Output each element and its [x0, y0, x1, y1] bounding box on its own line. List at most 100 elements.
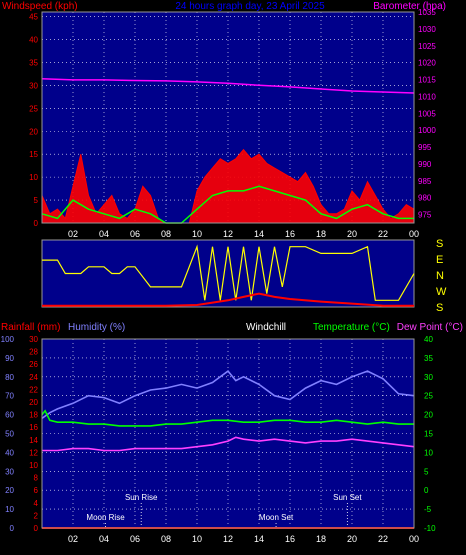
barometer-tick-label: 1035 — [418, 8, 436, 17]
rainfall-tick-label: 26 — [29, 360, 38, 369]
temperature-tick-label: 5 — [424, 467, 429, 476]
compass-label: S — [436, 302, 443, 314]
rainfall-tick-label: 18 — [29, 411, 38, 420]
x-tick-label: 08 — [161, 229, 171, 239]
barometer-tick-label: 990 — [418, 160, 432, 169]
rainfall-tick-label: 2 — [34, 511, 39, 520]
dewpoint-series — [42, 436, 415, 452]
x-tick-label: 12 — [223, 229, 233, 239]
x-tick-label: 20 — [347, 534, 357, 544]
compass-label: W — [436, 286, 447, 298]
windspeed-tick-label: 5 — [34, 196, 39, 205]
x-tick-label: 14 — [254, 534, 264, 544]
humidity-axis-label: Humidity (%) — [68, 322, 125, 333]
rainfall-tick-label: 16 — [29, 423, 38, 432]
compass-label: S — [436, 238, 443, 250]
annotation-label: Sun Rise — [125, 493, 158, 502]
temperature-tick-label: 25 — [424, 392, 433, 401]
humidity-tick-label: 30 — [5, 467, 14, 476]
temperature-tick-label: 0 — [424, 486, 429, 495]
rainfall-tick-label: 0 — [34, 524, 39, 533]
x-tick-label: 16 — [285, 534, 295, 544]
x-tick-label: 12 — [223, 534, 233, 544]
temperature-tick-label: 10 — [424, 448, 433, 457]
barometer-tick-label: 1010 — [418, 92, 436, 101]
wind-speed-trace — [42, 292, 414, 307]
annotation-label: Moon Set — [259, 513, 294, 522]
barometer-tick-label: 980 — [418, 194, 432, 203]
plot-background-direction — [42, 240, 414, 307]
humidity-tick-label: 70 — [5, 392, 14, 401]
windspeed-series — [41, 148, 415, 224]
humidity-series — [41, 370, 415, 420]
humidity-tick-label: 90 — [5, 354, 14, 363]
temperature-tick-label: 35 — [424, 354, 433, 363]
rainfall-tick-label: 20 — [29, 398, 38, 407]
windspeed-tick-label: 30 — [29, 81, 38, 90]
rainfall-tick-label: 28 — [29, 348, 38, 357]
barometer-tick-label: 1025 — [418, 42, 436, 51]
barometer-tick-label: 1005 — [418, 109, 436, 118]
humidity-tick-label: 50 — [5, 430, 14, 439]
barometer-tick-label: 1030 — [418, 25, 436, 34]
temperature-series — [41, 409, 414, 427]
rainfall-tick-label: 30 — [29, 335, 38, 344]
temperature-humidity-chart: Sun Rise Moon Rise Moon Set Sun Set Rainfal… — [1, 322, 463, 544]
x-tick-label: 14 — [254, 229, 264, 239]
x-tick-label: 00 — [409, 534, 419, 544]
x-tick-label: 20 — [347, 229, 357, 239]
x-tick-label: 02 — [68, 229, 78, 239]
humidity-tick-label: 20 — [5, 486, 14, 495]
x-tick-label: 02 — [68, 534, 78, 544]
compass-label: E — [436, 254, 443, 266]
humidity-tick-label: 0 — [10, 524, 15, 533]
windchill-label: Windchill — [246, 322, 286, 333]
humidity-tick-label: 100 — [1, 335, 15, 344]
temperature-axis-label: Temperature (°C) — [313, 322, 390, 333]
barometer-tick-label: 1015 — [418, 76, 436, 85]
wind-direction-trace — [42, 244, 415, 301]
x-tick-label: 04 — [99, 229, 109, 239]
gust-series — [41, 185, 414, 224]
humidity-tick-label: 10 — [5, 505, 14, 514]
rainfall-tick-label: 4 — [34, 499, 39, 508]
x-tick-label: 10 — [192, 229, 202, 239]
temperature-tick-label: 20 — [424, 411, 433, 420]
temperature-tick-label: 40 — [424, 335, 433, 344]
humidity-tick-label: 40 — [5, 448, 14, 457]
rainfall-tick-label: 10 — [29, 461, 38, 470]
rainfall-tick-label: 6 — [34, 486, 39, 495]
windspeed-tick-label: 40 — [29, 36, 38, 45]
dewpoint-axis-label: Dew Point (°C) — [397, 322, 463, 333]
chart-title: 24 hours graph day, 23 April 2025 — [175, 1, 325, 12]
x-tick-label: 06 — [130, 229, 140, 239]
windspeed-tick-label: 25 — [29, 104, 38, 113]
windspeed-tick-label: 0 — [34, 219, 39, 228]
humidity-tick-label: 80 — [5, 373, 14, 382]
temperature-tick-label: 15 — [424, 430, 433, 439]
barometer-tick-label: 985 — [418, 177, 432, 186]
x-tick-label: 16 — [285, 229, 295, 239]
x-tick-label: 00 — [409, 229, 419, 239]
annotation-label: Sun Set — [333, 493, 362, 502]
barometer-series — [41, 78, 415, 94]
rainfall-tick-label: 22 — [29, 385, 38, 394]
x-tick-label: 08 — [161, 534, 171, 544]
rainfall-tick-label: 14 — [29, 436, 38, 445]
rainfall-axis-label: Rainfall (mm) — [1, 322, 60, 333]
barometer-tick-label: 995 — [418, 143, 432, 152]
humidity-tick-label: 60 — [5, 411, 14, 420]
x-tick-label: 04 — [99, 534, 109, 544]
windspeed-tick-label: 15 — [29, 150, 38, 159]
rainfall-tick-label: 8 — [34, 474, 39, 483]
rainfall-tick-label: 12 — [29, 448, 38, 457]
barometer-axis-label: Barometer (hpa) — [373, 1, 446, 12]
x-tick-label: 10 — [192, 534, 202, 544]
compass-label: N — [436, 270, 444, 282]
windspeed-tick-label: 35 — [29, 58, 38, 67]
x-tick-label: 22 — [378, 229, 388, 239]
barometer-tick-label: 1020 — [418, 59, 436, 68]
